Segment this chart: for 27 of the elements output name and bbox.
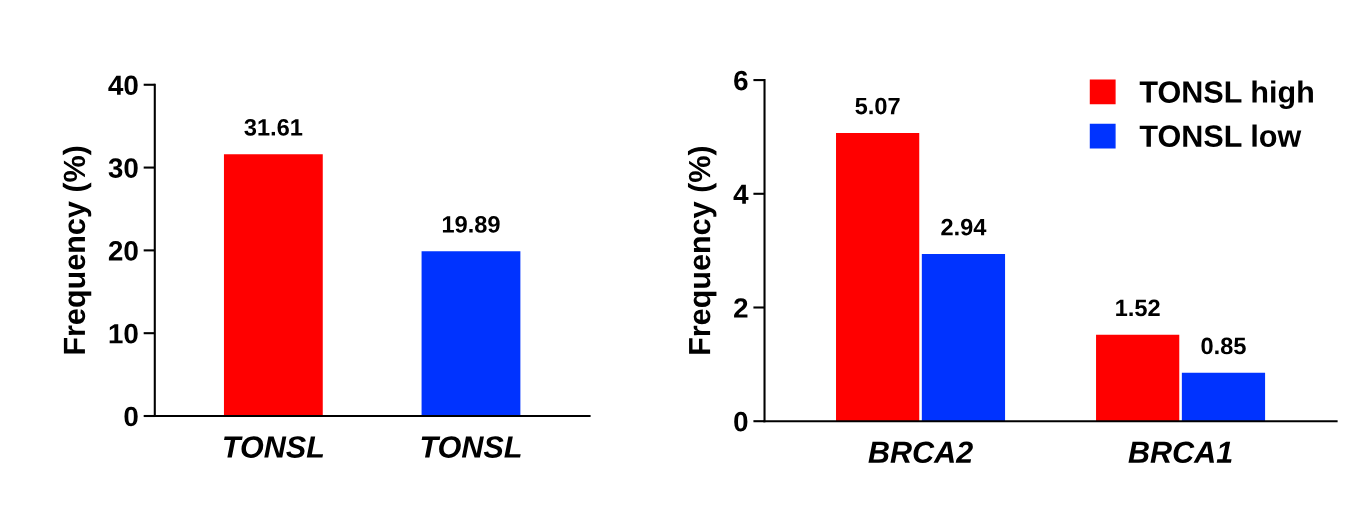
legend-label: TONSL high: [1139, 80, 1313, 110]
data-label: 5.07: [855, 97, 900, 115]
y-tick-label: 40: [108, 75, 138, 96]
legend-label: TONSL low: [1139, 124, 1302, 147]
y-tick-label: 20: [108, 241, 138, 261]
x-tick-label: TONSL: [224, 436, 324, 458]
data-label: 1.52: [1116, 299, 1160, 317]
x-tick-label: BRCA2: [868, 441, 973, 464]
bar: [1096, 334, 1180, 422]
x-tick-label: BRCA1: [1128, 441, 1232, 464]
data-label: 31.61: [244, 118, 303, 136]
y-tick-label: 10: [109, 323, 138, 344]
y-tick-label: 6: [734, 70, 748, 91]
bar: [1181, 372, 1266, 422]
y-tick-label: 0: [124, 406, 138, 427]
y-tick-label: 30: [108, 158, 138, 178]
y-tick-label: 0: [734, 411, 748, 432]
y-axis-title: Frequency (%): [62, 146, 92, 354]
x-tick-label: TONSL: [421, 436, 521, 458]
bar: [921, 254, 1006, 422]
bar: [836, 132, 920, 422]
data-label: 0.85: [1201, 337, 1246, 355]
data-label: 2.94: [941, 218, 987, 236]
y-axis-title: Frequency (%): [687, 146, 717, 354]
y-tick-label: 2: [734, 298, 748, 318]
y-tick-label: 4: [733, 184, 749, 204]
data-label: 19.89: [442, 216, 500, 233]
